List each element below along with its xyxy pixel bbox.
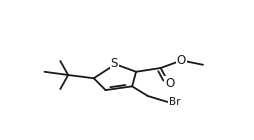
Text: O: O xyxy=(177,54,186,67)
Text: S: S xyxy=(111,57,118,70)
Text: Br: Br xyxy=(169,97,180,107)
Text: O: O xyxy=(165,77,174,90)
